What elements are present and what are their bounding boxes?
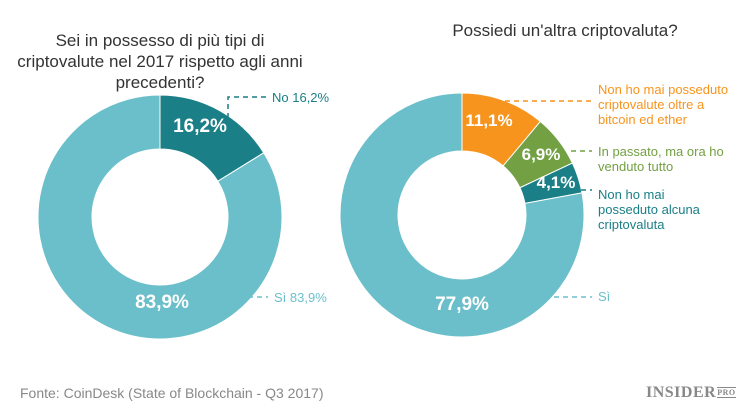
legend-label-right-0: Non ho mai posseduto criptovalute oltre … [598, 82, 729, 127]
insider-pro-logo: INSIDERPRO [646, 384, 736, 401]
data-label-0-1: 83,9% [135, 292, 189, 313]
data-label-1-0: 11,1% [465, 111, 512, 130]
legend-label-left-0: No 16,2% [272, 90, 330, 105]
source-note: Fonte: CoinDesk (State of Blockchain - Q… [20, 385, 324, 401]
data-label-1-2: 4,1% [537, 173, 576, 192]
leader-line-0 [227, 96, 266, 118]
legend-label-right-1: In passato, ma ora ho venduto tutto [598, 144, 724, 174]
data-label-1-3: 77,9% [435, 294, 489, 315]
chart-title-left: Sei in possesso di più tipi di criptoval… [17, 31, 303, 92]
legend-label-right-3: Sì [598, 289, 611, 304]
legend-label-right-2: Non ho mai posseduto alcuna criptovaluta [598, 187, 700, 232]
legend-label-left-1: Sì 83,9% [274, 290, 327, 305]
donut-slice-1-3 [339, 92, 585, 338]
data-label-0-0: 16,2% [173, 116, 227, 137]
donut-slice-0-1 [37, 94, 283, 340]
data-label-1-1: 6,9% [522, 145, 561, 164]
chart-title-right: Possiedi un'altra criptovaluta? [452, 21, 678, 40]
